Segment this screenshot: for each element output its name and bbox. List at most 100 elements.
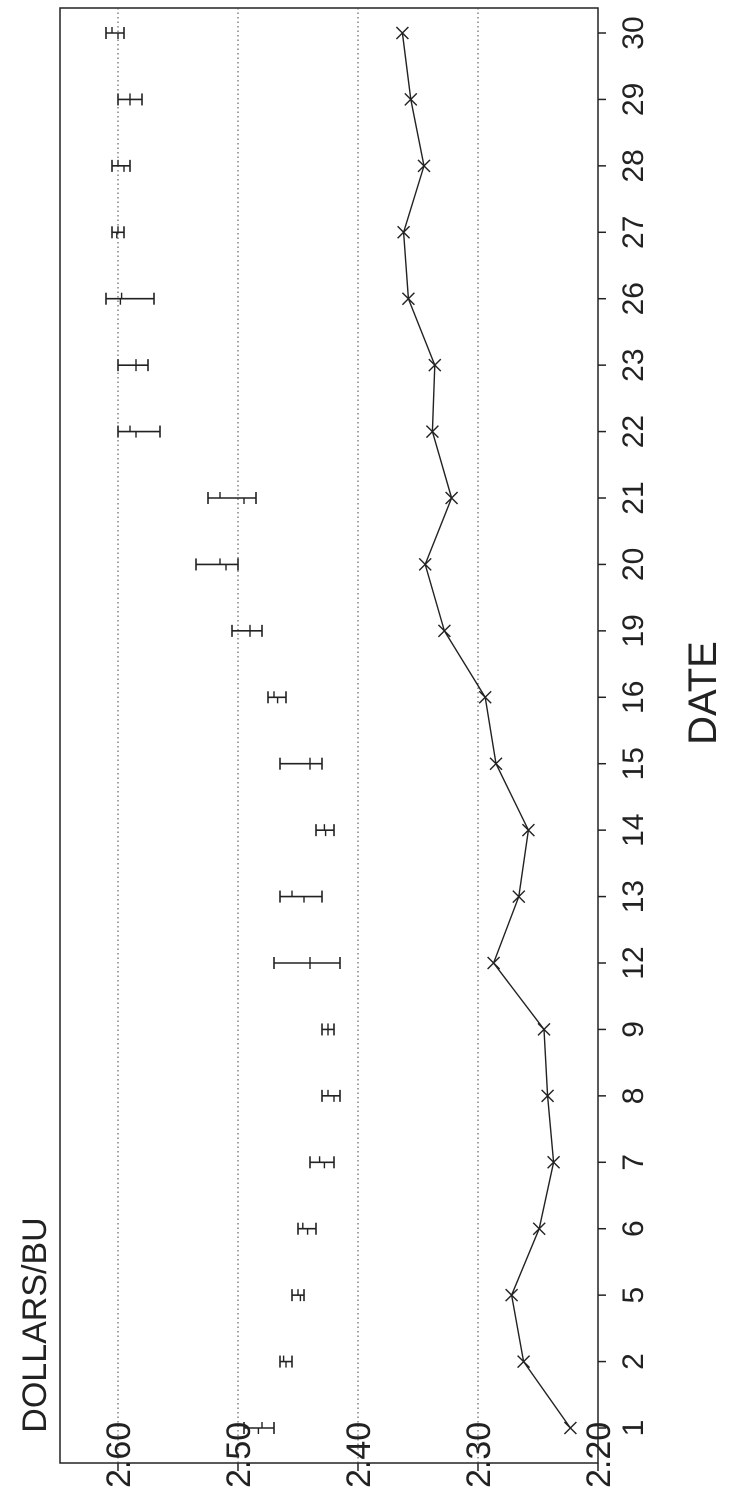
price-range-bar [279, 757, 323, 770]
marker-stroke [445, 491, 459, 505]
price-range-bar [117, 93, 143, 106]
x-tick-label: 8 [617, 1088, 650, 1105]
data-point-marker [547, 1155, 561, 1169]
price-range-bar [291, 1289, 305, 1302]
x-tick-label: 19 [617, 614, 650, 647]
x-tick-label: 1 [617, 1420, 650, 1437]
x-tick-label: 30 [617, 16, 650, 49]
x-axis-title: DATE [681, 641, 725, 745]
price-range-bar [321, 1023, 335, 1036]
marker-stroke [505, 1288, 519, 1302]
x-tick-label: 13 [617, 880, 650, 913]
price-range-bar [243, 1422, 275, 1434]
x-tick-label: 23 [617, 348, 650, 381]
y-tick-label: 2.50 [220, 1422, 258, 1488]
data-point-marker [395, 26, 409, 40]
price-range-bar [231, 624, 263, 637]
marker-stroke [563, 1421, 577, 1435]
marker-stroke [478, 690, 492, 704]
data-point-marker [437, 624, 451, 638]
data-point-marker [425, 425, 439, 439]
price-range-bar [111, 159, 131, 172]
price-range-bar [105, 27, 125, 39]
price-range-bar [105, 292, 155, 305]
marker-stroke [437, 624, 451, 638]
data-point-marker [401, 292, 415, 306]
x-tick-label: 12 [617, 946, 650, 979]
price-range-bar [279, 1355, 293, 1368]
price-line [401, 32, 571, 1429]
marker-stroke [428, 358, 442, 372]
data-point-marker [505, 1288, 519, 1302]
x-tick-label: 21 [617, 481, 650, 514]
marker-stroke [417, 159, 431, 173]
data-point-marker [397, 225, 411, 239]
data-point-marker [418, 557, 432, 571]
x-tick-label: 5 [617, 1287, 650, 1304]
marker-stroke [512, 890, 526, 904]
marker-stroke [541, 1089, 555, 1103]
y-axis-title: DOLLARS/BU [16, 1217, 54, 1432]
data-point-marker [521, 823, 535, 837]
price-range-bar [207, 492, 257, 504]
x-tick-label: 26 [617, 282, 650, 315]
data-point-marker [489, 757, 503, 771]
marker-stroke [489, 757, 503, 771]
data-point-marker [428, 358, 442, 372]
data-point-marker [517, 1355, 531, 1369]
data-point-marker [487, 956, 501, 970]
marker-stroke [547, 1155, 561, 1169]
data-point-marker [417, 159, 431, 173]
price-range-bar [297, 1222, 317, 1235]
price-range-bar [195, 558, 239, 571]
high-low-bars [105, 27, 341, 1434]
price-range-bar [315, 824, 335, 837]
x-tick-label: 20 [617, 548, 650, 581]
price-range-bar [309, 1156, 335, 1169]
price-range-bar [117, 425, 161, 438]
data-point-marker [404, 92, 418, 106]
plot-frame [59, 7, 599, 1464]
x-tick-label: 2 [617, 1353, 650, 1370]
marker-stroke [425, 425, 439, 439]
price-line-series [395, 26, 577, 1435]
price-range-bar [321, 1089, 341, 1102]
marker-stroke [395, 26, 409, 40]
price-range-bar [279, 890, 323, 903]
data-point-marker [512, 890, 526, 904]
marker-stroke [532, 1222, 546, 1236]
price-range-bar [117, 359, 149, 372]
marker-stroke [404, 92, 418, 106]
x-tick-label: 16 [617, 681, 650, 714]
marker-stroke [418, 557, 432, 571]
x-tick-label: 15 [617, 747, 650, 780]
y-tick-label: 2.60 [100, 1422, 138, 1488]
marker-stroke [537, 1022, 551, 1036]
data-point-marker [563, 1421, 577, 1435]
x-tick-label: 28 [617, 149, 650, 182]
data-point-marker [541, 1089, 555, 1103]
data-point-marker [532, 1222, 546, 1236]
data-point-marker [478, 690, 492, 704]
x-tick-label: 6 [617, 1220, 650, 1237]
price-range-bar [267, 691, 287, 704]
marker-stroke [517, 1355, 531, 1369]
grid-lines [117, 8, 479, 1463]
y-tick-label: 2.40 [340, 1422, 378, 1488]
x-tick-label: 9 [617, 1021, 650, 1038]
x-tick-label: 27 [617, 216, 650, 249]
y-tick-label: 2.20 [580, 1422, 618, 1488]
y-tick-label: 2.30 [460, 1422, 498, 1488]
x-tick-label: 29 [617, 83, 650, 116]
marker-stroke [487, 956, 501, 970]
x-tick-label: 22 [617, 415, 650, 448]
data-point-marker [537, 1022, 551, 1036]
marker-stroke [397, 225, 411, 239]
x-tick-label: 14 [617, 813, 650, 846]
marker-stroke [401, 292, 415, 306]
price-range-bar [111, 226, 125, 239]
price-range-bar [273, 957, 341, 969]
